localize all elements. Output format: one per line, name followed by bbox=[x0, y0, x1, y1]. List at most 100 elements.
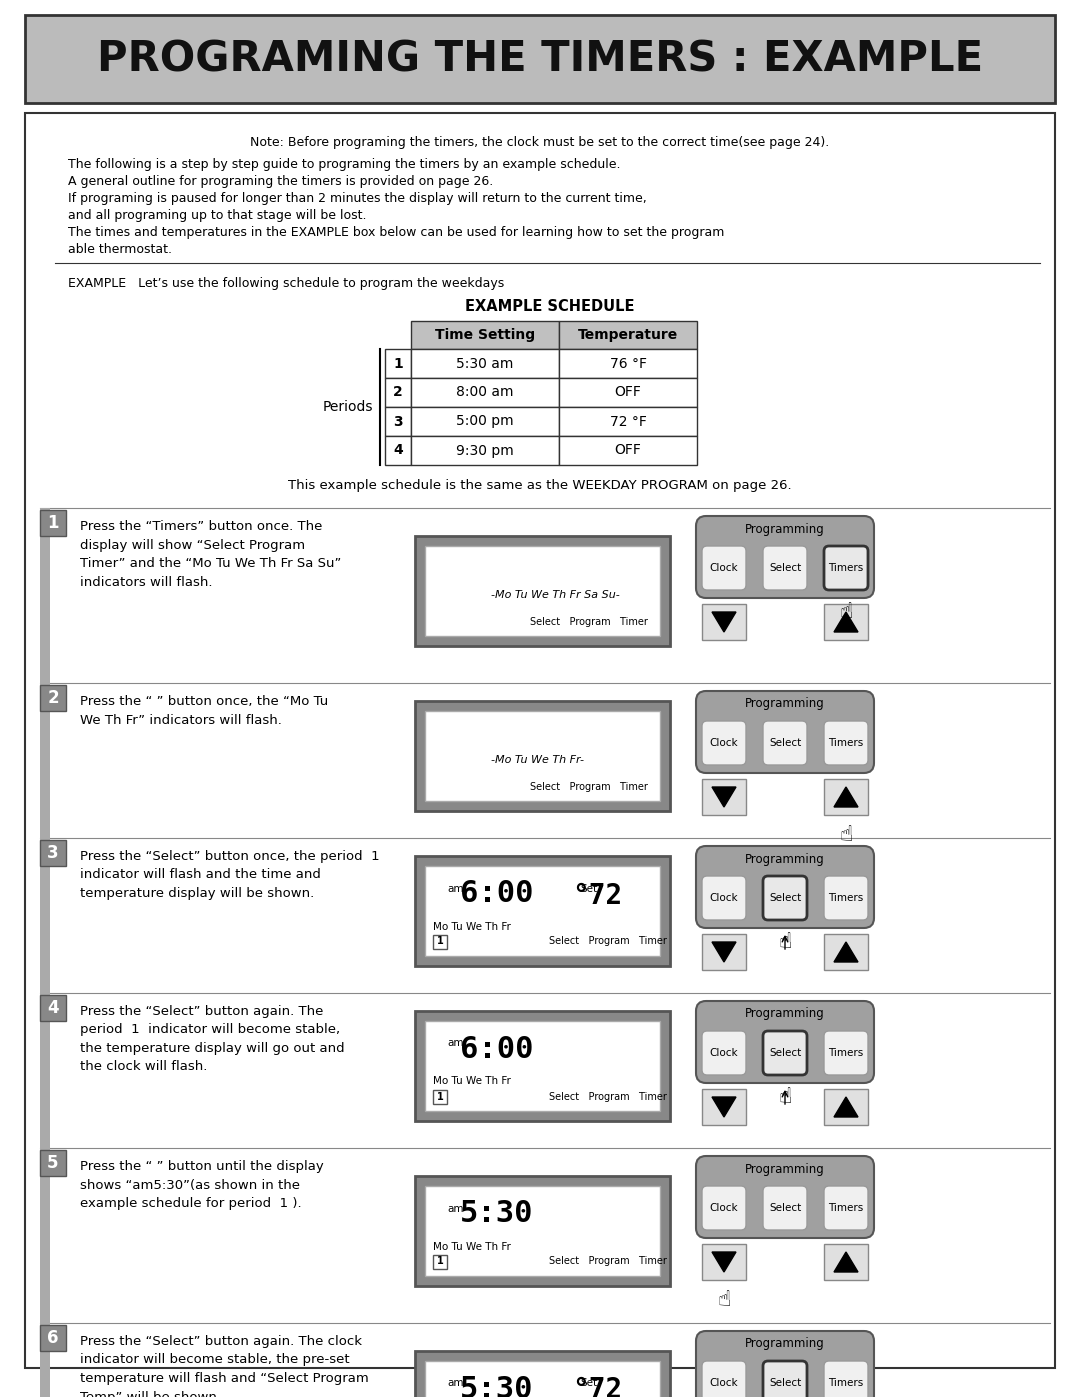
Bar bbox=[40, 685, 66, 711]
Text: am: am bbox=[447, 1038, 463, 1049]
Text: 5:30: 5:30 bbox=[460, 1200, 534, 1228]
Text: ☝: ☝ bbox=[779, 932, 792, 951]
Bar bbox=[426, 1361, 660, 1397]
Text: Clock: Clock bbox=[710, 893, 739, 902]
FancyBboxPatch shape bbox=[696, 847, 874, 928]
Bar bbox=[824, 604, 868, 640]
FancyBboxPatch shape bbox=[696, 1331, 874, 1397]
Text: The times and temperatures in the EXAMPLE box below can be used for learning how: The times and temperatures in the EXAMPL… bbox=[68, 226, 725, 239]
Text: Note: Before programing the timers, the clock must be set to the correct time(se: Note: Before programing the timers, the … bbox=[251, 136, 829, 149]
Text: and all programing up to that stage will be lost.: and all programing up to that stage will… bbox=[68, 210, 366, 222]
Text: Select   Program   Timer: Select Program Timer bbox=[550, 1091, 667, 1101]
Bar bbox=[702, 1090, 746, 1125]
Bar bbox=[559, 321, 697, 349]
Polygon shape bbox=[712, 942, 735, 963]
Text: Select   Program   Timer: Select Program Timer bbox=[550, 936, 667, 947]
Bar bbox=[415, 1010, 670, 1120]
Text: Press the “Select” button again. The clock
indicator will become stable, the pre: Press the “Select” button again. The clo… bbox=[80, 1336, 368, 1397]
Text: This example schedule is the same as the WEEKDAY PROGRAM on page 26.: This example schedule is the same as the… bbox=[288, 479, 792, 492]
Bar bbox=[40, 1324, 66, 1351]
Text: 1: 1 bbox=[436, 1256, 444, 1267]
Text: Mo Tu We Th Fr: Mo Tu We Th Fr bbox=[433, 1242, 511, 1252]
Text: Clock: Clock bbox=[710, 1048, 739, 1058]
Text: able thermostat.: able thermostat. bbox=[68, 243, 172, 256]
Bar bbox=[702, 780, 746, 814]
Text: Press the “Select” button once, the period  1
indicator will flash and the time : Press the “Select” button once, the peri… bbox=[80, 849, 380, 900]
Bar bbox=[384, 407, 411, 436]
Bar bbox=[426, 1020, 660, 1111]
Text: Select: Select bbox=[769, 1203, 801, 1213]
Text: Press the “ ” button until the display
shows “am5:30”(as shown in the
example sc: Press the “ ” button until the display s… bbox=[80, 1160, 324, 1210]
FancyBboxPatch shape bbox=[762, 1031, 807, 1076]
Bar bbox=[25, 15, 1055, 103]
Text: Programming: Programming bbox=[745, 697, 825, 711]
Text: -Mo Tu We Th Fr Sa Su-: -Mo Tu We Th Fr Sa Su- bbox=[490, 590, 620, 599]
Text: 6:00: 6:00 bbox=[460, 880, 534, 908]
Text: Timers: Timers bbox=[828, 738, 864, 747]
Bar bbox=[824, 935, 868, 970]
Text: 4: 4 bbox=[393, 443, 403, 457]
Text: am: am bbox=[447, 1379, 463, 1389]
Text: Timers: Timers bbox=[828, 1203, 864, 1213]
Bar bbox=[25, 113, 1055, 1368]
Bar bbox=[702, 1243, 746, 1280]
FancyBboxPatch shape bbox=[696, 692, 874, 773]
Text: Press the “Select” button again. The
period  1  indicator will become stable,
th: Press the “Select” button again. The per… bbox=[80, 1004, 345, 1073]
Text: 5:30 am: 5:30 am bbox=[457, 356, 514, 370]
Text: °72: °72 bbox=[572, 882, 622, 909]
Text: 2: 2 bbox=[393, 386, 403, 400]
Text: am: am bbox=[447, 883, 463, 894]
Polygon shape bbox=[834, 942, 858, 963]
Text: Timers: Timers bbox=[828, 1048, 864, 1058]
Bar bbox=[40, 840, 66, 866]
Text: 1: 1 bbox=[393, 356, 403, 370]
Polygon shape bbox=[712, 612, 735, 631]
Text: OFF: OFF bbox=[615, 386, 642, 400]
Text: Programming: Programming bbox=[745, 852, 825, 866]
Bar bbox=[426, 545, 660, 636]
Bar bbox=[40, 993, 50, 1148]
Text: Press the “ ” button once, the “Mo Tu
We Th Fr” indicators will flash.: Press the “ ” button once, the “Mo Tu We… bbox=[80, 694, 328, 726]
Bar bbox=[40, 510, 66, 536]
Text: Select: Select bbox=[769, 1048, 801, 1058]
Bar bbox=[559, 349, 697, 379]
Text: Programming: Programming bbox=[745, 1337, 825, 1351]
Text: °72: °72 bbox=[572, 1376, 622, 1397]
Bar bbox=[384, 379, 411, 407]
FancyBboxPatch shape bbox=[702, 1361, 746, 1397]
FancyBboxPatch shape bbox=[762, 1361, 807, 1397]
Text: ☝: ☝ bbox=[839, 826, 853, 845]
Bar bbox=[411, 436, 559, 465]
Text: Select: Select bbox=[769, 738, 801, 747]
Bar bbox=[40, 1150, 66, 1176]
Text: Timers: Timers bbox=[828, 563, 864, 573]
FancyBboxPatch shape bbox=[824, 1186, 868, 1229]
Bar bbox=[426, 866, 660, 956]
FancyBboxPatch shape bbox=[824, 1361, 868, 1397]
Text: Time Setting: Time Setting bbox=[435, 328, 535, 342]
Text: – 28 –: – 28 – bbox=[519, 1363, 561, 1377]
FancyBboxPatch shape bbox=[824, 1031, 868, 1076]
Bar bbox=[40, 995, 66, 1021]
Bar bbox=[433, 935, 447, 949]
Text: Set: Set bbox=[580, 883, 597, 894]
Text: Select: Select bbox=[769, 1377, 801, 1389]
Text: 72 °F: 72 °F bbox=[609, 415, 647, 429]
Bar bbox=[559, 379, 697, 407]
Text: 2: 2 bbox=[48, 689, 58, 707]
Text: 3: 3 bbox=[48, 844, 58, 862]
Bar bbox=[559, 407, 697, 436]
Text: 1: 1 bbox=[436, 1091, 444, 1101]
Bar bbox=[415, 855, 670, 965]
Text: Clock: Clock bbox=[710, 1377, 739, 1389]
FancyBboxPatch shape bbox=[702, 721, 746, 766]
Text: 6: 6 bbox=[48, 1329, 58, 1347]
Bar bbox=[559, 436, 697, 465]
FancyBboxPatch shape bbox=[762, 546, 807, 590]
Bar bbox=[702, 604, 746, 640]
FancyBboxPatch shape bbox=[762, 1186, 807, 1229]
Bar bbox=[824, 780, 868, 814]
Text: Press the “Timers” button once. The
display will show “Select Program
Timer” and: Press the “Timers” button once. The disp… bbox=[80, 520, 341, 588]
FancyBboxPatch shape bbox=[824, 876, 868, 921]
Bar bbox=[702, 935, 746, 970]
